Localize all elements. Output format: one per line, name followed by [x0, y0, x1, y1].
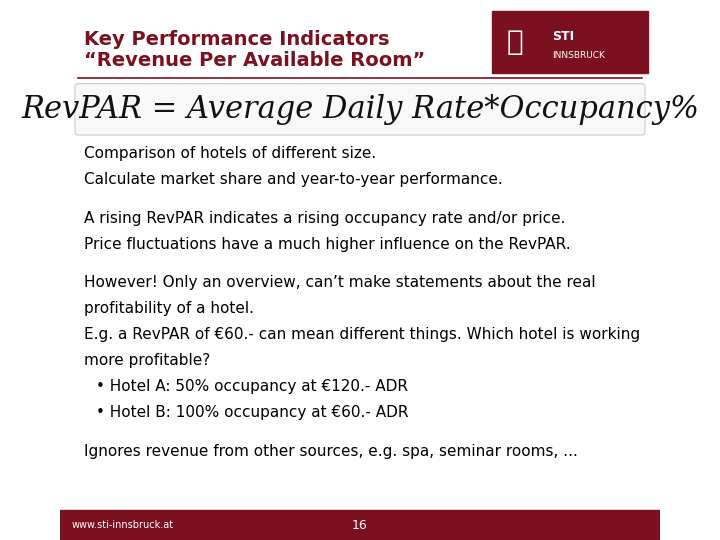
Bar	[492, 11, 648, 73]
Text: profitability of a hotel.: profitability of a hotel.	[84, 301, 254, 316]
Text: Comparison of hotels of different size.: Comparison of hotels of different size.	[84, 146, 377, 161]
Text: • Hotel B: 100% occupancy at €60.- ADR: • Hotel B: 100% occupancy at €60.- ADR	[96, 405, 408, 420]
Text: Ignores revenue from other sources, e.g. spa, seminar rooms, ...: Ignores revenue from other sources, e.g.…	[84, 444, 578, 459]
Text: more profitable?: more profitable?	[84, 353, 210, 368]
Text: A rising RevPAR indicates a rising occupancy rate and/or price.: A rising RevPAR indicates a rising occup…	[84, 211, 565, 226]
Text: “Revenue Per Available Room”: “Revenue Per Available Room”	[84, 51, 426, 70]
Text: E.g. a RevPAR of €60.- can mean different things. Which hotel is working: E.g. a RevPAR of €60.- can mean differen…	[84, 327, 640, 342]
Text: However! Only an overview, can’t make statements about the real: However! Only an overview, can’t make st…	[84, 275, 595, 291]
Text: www.sti-innsbruck.at: www.sti-innsbruck.at	[72, 520, 174, 530]
Text: Calculate market share and year-to-year performance.: Calculate market share and year-to-year …	[84, 172, 503, 187]
Text: 16: 16	[352, 518, 368, 532]
Text: ⌶: ⌶	[506, 28, 523, 56]
Text: RevPAR = Average Daily Rate*Occupancy%: RevPAR = Average Daily Rate*Occupancy%	[21, 93, 699, 125]
Text: STI: STI	[552, 30, 574, 43]
Text: INNSBRUCK: INNSBRUCK	[552, 51, 605, 60]
FancyBboxPatch shape	[75, 84, 645, 135]
Text: Key Performance Indicators: Key Performance Indicators	[84, 30, 390, 49]
Text: • Hotel A: 50% occupancy at €120.- ADR: • Hotel A: 50% occupancy at €120.- ADR	[96, 379, 408, 394]
Text: Price fluctuations have a much higher influence on the RevPAR.: Price fluctuations have a much higher in…	[84, 237, 571, 252]
Bar	[60, 510, 660, 540]
